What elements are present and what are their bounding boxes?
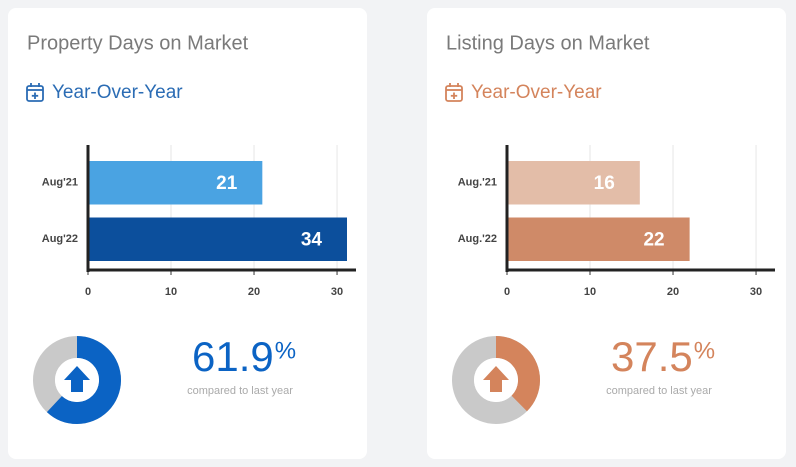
bars bbox=[88, 161, 347, 261]
change-unit: % bbox=[275, 337, 296, 364]
icon-body bbox=[26, 85, 44, 102]
bar bbox=[88, 217, 347, 261]
category-label: Aug.'22 bbox=[458, 233, 497, 245]
icon-body bbox=[445, 85, 463, 102]
calendar-icon bbox=[445, 83, 463, 102]
x-tick-label: 10 bbox=[165, 286, 177, 298]
donut-segment bbox=[33, 336, 121, 424]
donut-segment bbox=[452, 336, 540, 424]
card-title: Property Days on Market bbox=[27, 32, 249, 54]
calendar-icon bbox=[26, 83, 44, 102]
value-label: 22 bbox=[643, 229, 664, 250]
x-tick-label: 30 bbox=[331, 286, 343, 298]
card: Listing Days on Market Year-Over-Year 0 10 2… bbox=[427, 8, 786, 459]
value-label: 21 bbox=[216, 173, 238, 194]
card-title: Listing Days on Market bbox=[446, 32, 650, 54]
change-value: 37.5 bbox=[611, 333, 693, 380]
change-unit: % bbox=[694, 337, 715, 364]
card-subtitle: Year-Over-Year bbox=[52, 82, 183, 103]
x-tick-label: 0 bbox=[504, 286, 510, 298]
up-arrow bbox=[483, 366, 509, 392]
x-tick-label: 20 bbox=[667, 286, 679, 298]
category-label: Aug.'21 bbox=[458, 177, 497, 189]
bar bbox=[507, 217, 690, 261]
change-value: 61.9 bbox=[192, 333, 274, 380]
x-tick-label: 0 bbox=[85, 286, 91, 298]
category-label: Aug'22 bbox=[42, 233, 78, 245]
card-subtitle: Year-Over-Year bbox=[471, 82, 602, 103]
value-label: 34 bbox=[301, 229, 323, 250]
value-label: 16 bbox=[594, 173, 615, 194]
x-tick-label: 30 bbox=[750, 286, 762, 298]
x-tick-label: 20 bbox=[248, 286, 260, 298]
change-caption: compared to last year bbox=[606, 385, 712, 397]
bar bbox=[88, 161, 263, 205]
x-tick-label: 10 bbox=[584, 286, 596, 298]
bars bbox=[507, 161, 690, 261]
change-caption: compared to last year bbox=[187, 385, 293, 397]
card: Property Days on Market Year-Over-Year 0 10… bbox=[8, 8, 367, 459]
category-label: Aug'21 bbox=[42, 177, 78, 189]
up-arrow bbox=[64, 366, 90, 392]
bar bbox=[507, 161, 640, 205]
